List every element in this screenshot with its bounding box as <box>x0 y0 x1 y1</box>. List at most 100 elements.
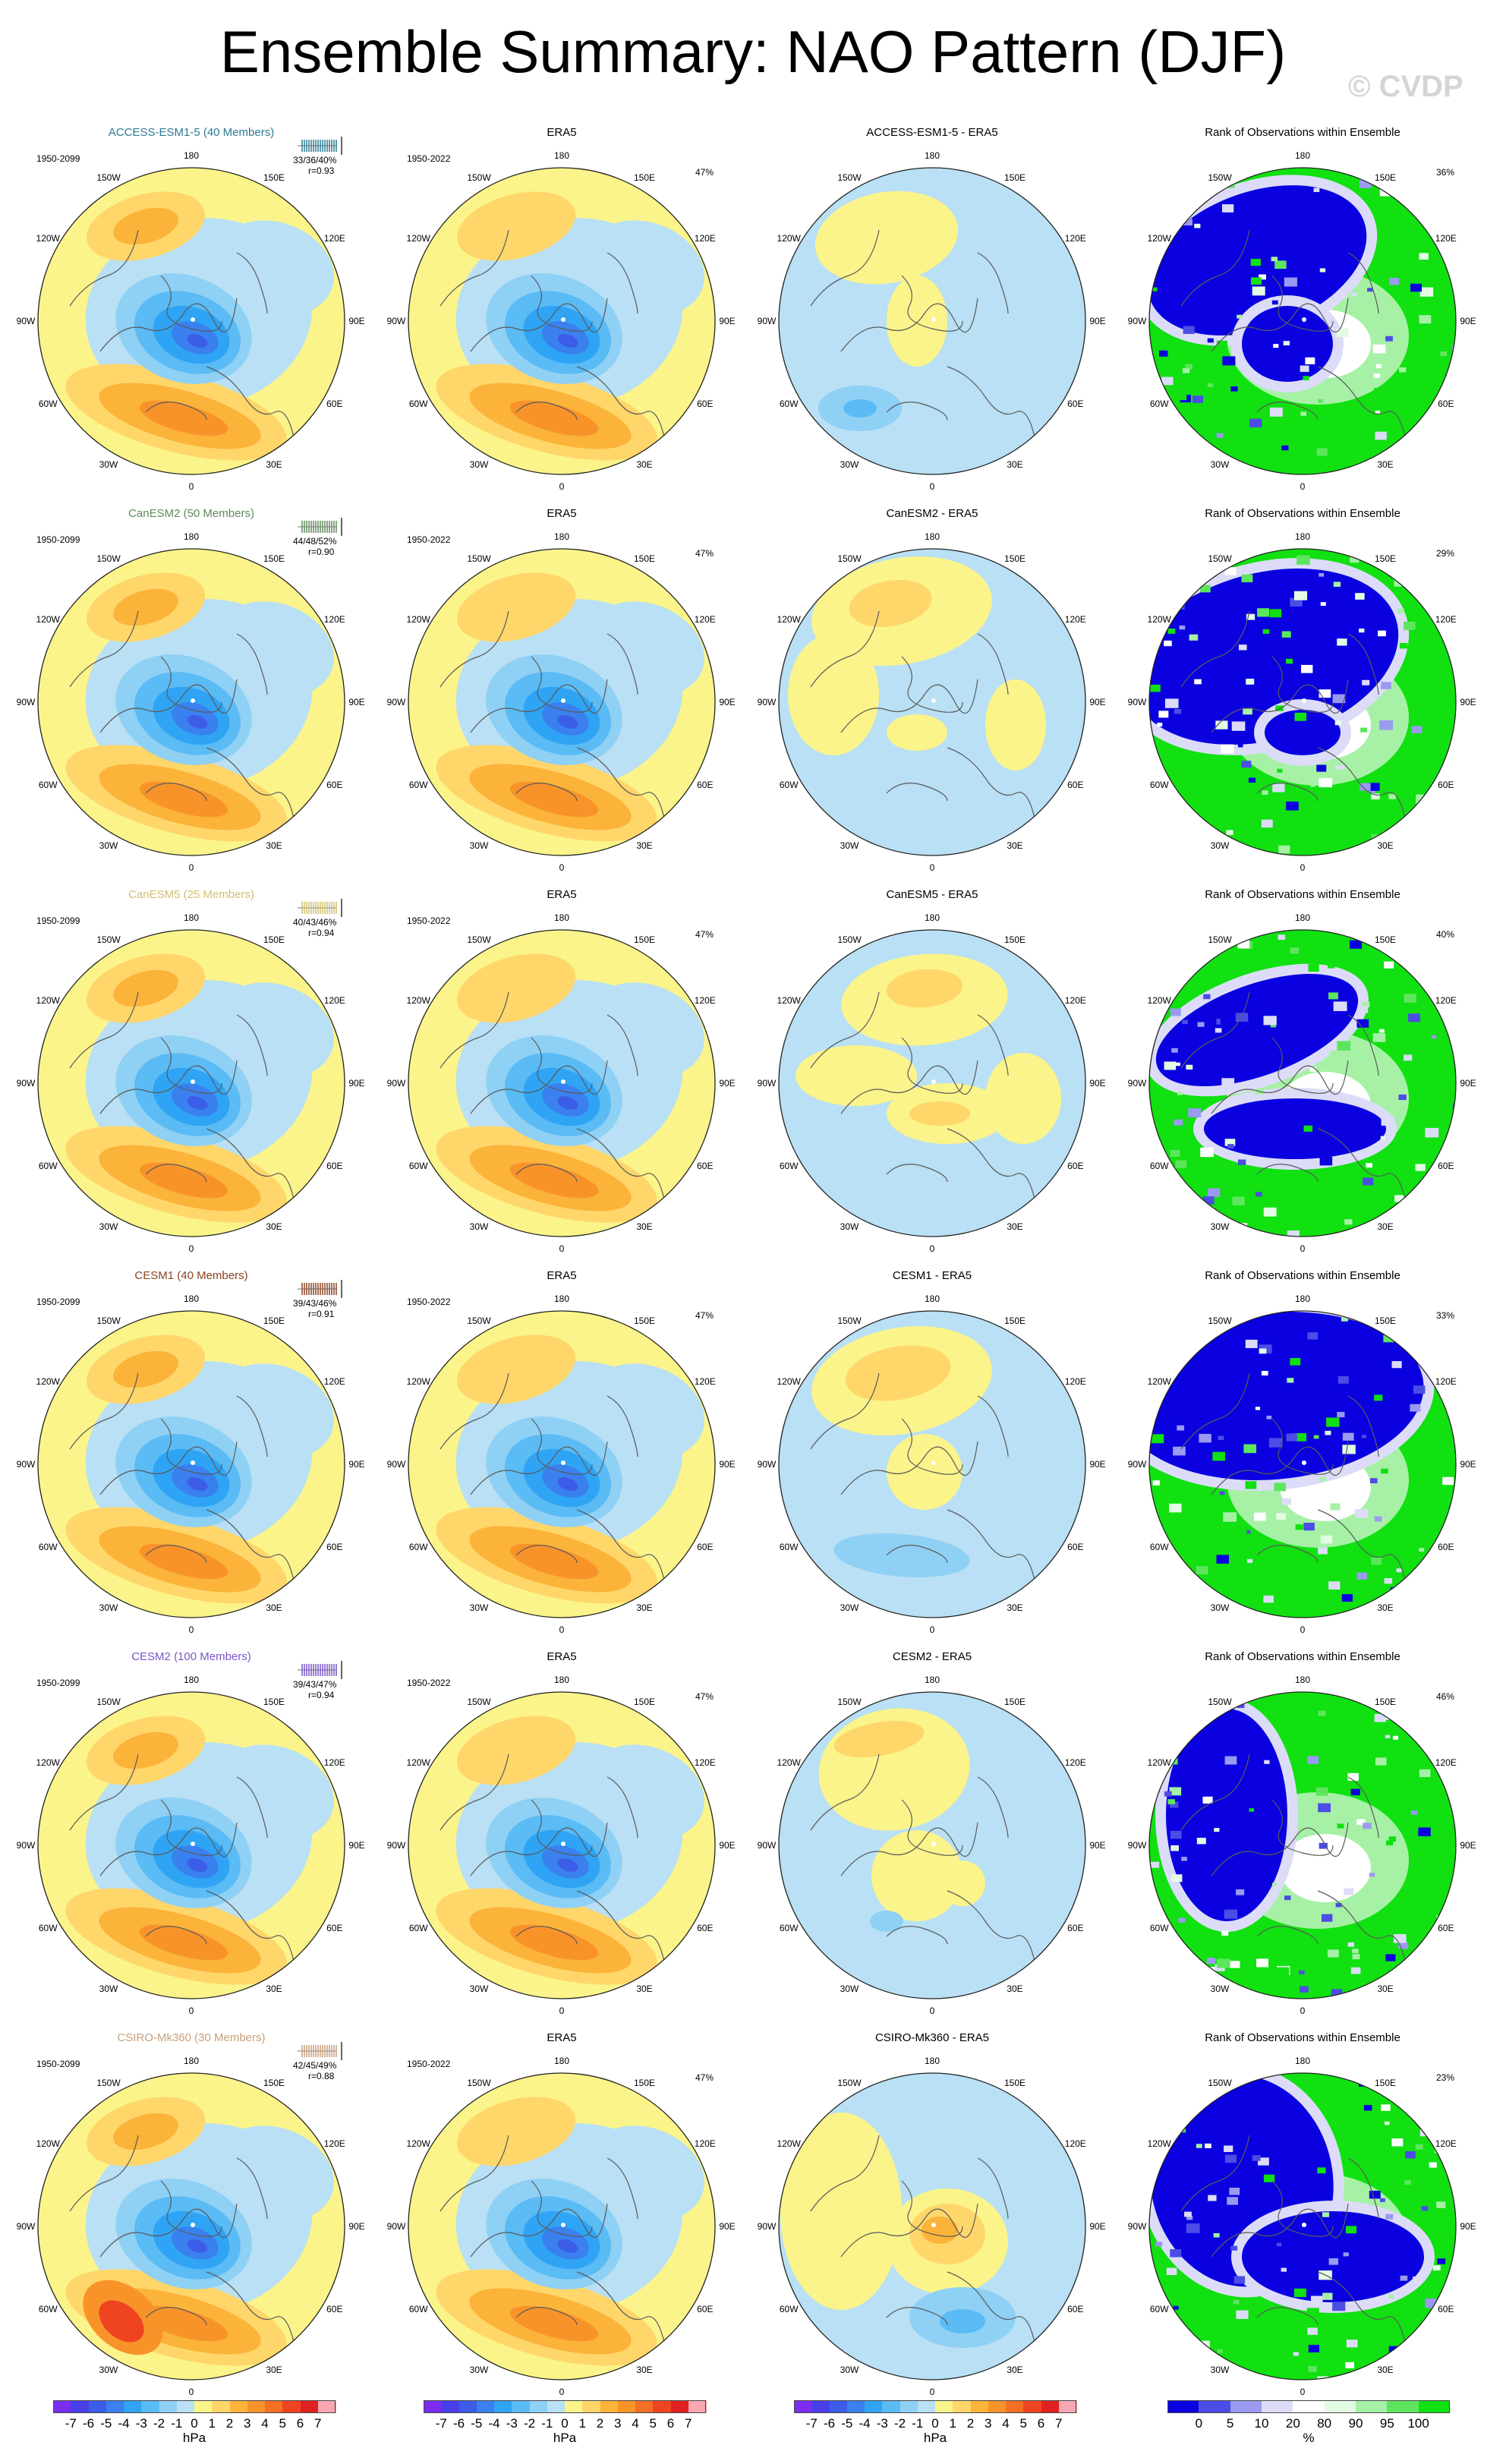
lon-label: 90W <box>386 697 406 707</box>
contour-colorbar: -7 -6 -5 -4 -3 -2 -1 0 1 2 3 4 5 6 7 hPa <box>53 2400 336 2449</box>
lon-label: 90W <box>386 1459 406 1470</box>
colorbar-swatch <box>1418 2400 1451 2413</box>
lon-label: 60E <box>326 1161 343 1171</box>
lon-label: 90E <box>348 2221 365 2232</box>
lon-label: 90W <box>1127 1459 1147 1470</box>
lon-label: 180 <box>924 531 940 542</box>
ensemble-spread-bar <box>298 1280 342 1298</box>
colorbar-tick-label: 10 <box>1254 2416 1269 2431</box>
lon-label: 30E <box>1007 1221 1023 1232</box>
lon-label: 30E <box>636 458 653 470</box>
lon-label: 150W <box>837 934 862 946</box>
colorbar-swatch <box>282 2400 301 2413</box>
lon-label: 60W <box>779 399 799 409</box>
colorbar-swatch <box>1230 2400 1262 2413</box>
lon-label: 0 <box>929 2006 935 2016</box>
lon-label: 120E <box>1435 233 1457 244</box>
lon-label: 90W <box>16 2221 36 2232</box>
lon-label: 90E <box>1460 316 1476 326</box>
colorbar-swatch <box>124 2400 142 2413</box>
pct-variance-label: 47% <box>695 1310 714 1321</box>
lon-label: 60W <box>408 1923 428 1933</box>
colorbar-tick-label: -4 <box>118 2416 130 2431</box>
colorbar-tick-label: 100 <box>1407 2416 1429 2431</box>
pct-variance-label: 47% <box>695 2072 714 2083</box>
lon-label: 180 <box>924 912 940 923</box>
lon-label: 60E <box>1438 1923 1454 1933</box>
era5-panel: ERA5 1950-2022 47% 180 150E 120E 90E 60E 30E 0 30W… <box>376 2027 747 2406</box>
lon-label: 150E <box>1003 1697 1026 1708</box>
lon-label: 180 <box>924 1293 940 1304</box>
lon-label: 0 <box>559 1243 565 1254</box>
lon-label: 90W <box>1127 2221 1147 2232</box>
colorbar-tick-label: 1 <box>208 2416 216 2431</box>
colorbar-swatch <box>1356 2400 1388 2413</box>
colorbar-swatch <box>582 2400 600 2413</box>
period-label: 1950-2099 <box>36 915 80 926</box>
lon-label: 120E <box>1435 1376 1457 1387</box>
lon-label: 90W <box>1127 697 1147 707</box>
lon-label: 120E <box>694 2138 716 2149</box>
panel-title: Rank of Observations within Ensemble <box>1205 888 1400 901</box>
panel-title: Rank of Observations within Ensemble <box>1205 1650 1400 1663</box>
lon-label: 180 <box>183 1293 200 1304</box>
colorbar-swatch <box>935 2400 953 2413</box>
lon-label: 0 <box>1300 1624 1306 1635</box>
lon-label: 150W <box>467 1315 491 1327</box>
lon-label: 30E <box>1377 458 1394 470</box>
lon-label: 90W <box>757 316 777 326</box>
panel-title: CSIRO-Mk360 (30 Members) <box>117 2031 266 2044</box>
lon-label: 120W <box>777 2138 801 2149</box>
colorbar-swatch <box>829 2400 848 2413</box>
lon-label: 180 <box>553 150 570 161</box>
lon-label: 60E <box>1067 1161 1084 1171</box>
lon-label: 90E <box>719 1840 736 1851</box>
pct-variance-label: 47% <box>695 548 714 559</box>
lon-label: 150W <box>96 172 121 184</box>
colorbar-tick-label: 4 <box>1002 2416 1010 2431</box>
lon-label: 120E <box>323 1376 345 1387</box>
panel-title: ERA5 <box>547 126 577 139</box>
colorbar-swatch <box>106 2400 124 2413</box>
lon-label: 30W <box>840 2364 859 2375</box>
polar-map <box>1148 167 1457 475</box>
lon-label: 90E <box>719 1078 736 1089</box>
polar-map <box>37 929 345 1237</box>
colorbar-swatch <box>794 2400 812 2413</box>
colorbar-swatch <box>247 2400 266 2413</box>
colorbar-tick-label: -3 <box>876 2416 888 2431</box>
lon-label: 120E <box>694 995 716 1006</box>
polar-map <box>408 2072 716 2381</box>
panel-title: ACCESS-ESM1-5 - ERA5 <box>866 126 998 139</box>
panel-title: CESM2 (100 Members) <box>131 1650 251 1663</box>
lon-label: 30E <box>266 840 282 851</box>
period-label: 1950-2099 <box>36 1297 80 1307</box>
lon-label: 180 <box>183 2056 200 2066</box>
lon-label: 30E <box>636 1221 653 1232</box>
lon-label: 0 <box>929 862 935 873</box>
colorbar-swatch <box>71 2400 89 2413</box>
rank-pct-label: 29% <box>1436 548 1455 559</box>
lon-label: 0 <box>559 2006 565 2016</box>
polar-map <box>37 1691 345 1999</box>
lon-label: 180 <box>553 1293 570 1304</box>
lon-label: 150W <box>1208 1315 1232 1327</box>
lon-label: 30W <box>99 458 118 470</box>
lon-label: 30E <box>636 2364 653 2375</box>
polar-map <box>1148 1310 1457 1618</box>
lon-label: 30W <box>469 1221 489 1232</box>
lon-label: 30W <box>469 2364 489 2375</box>
lon-label: 120W <box>1147 2138 1171 2149</box>
contour-colorbar: -7 -6 -5 -4 -3 -2 -1 0 1 2 3 4 5 6 7 hPa <box>424 2400 707 2449</box>
lon-label: 120E <box>323 1757 345 1768</box>
colorbar-swatch <box>988 2400 1007 2413</box>
polar-map <box>1148 548 1457 856</box>
lon-label: 60E <box>1067 1542 1084 1552</box>
lon-label: 60W <box>1149 1542 1169 1552</box>
lon-label: 150W <box>837 1315 862 1327</box>
polar-map <box>37 1310 345 1618</box>
colorbar-tick-label: 0 <box>931 2416 939 2431</box>
lon-label: 120E <box>1435 1757 1457 1768</box>
panel-title: CanESM5 - ERA5 <box>886 888 978 901</box>
polar-map <box>37 2072 345 2381</box>
